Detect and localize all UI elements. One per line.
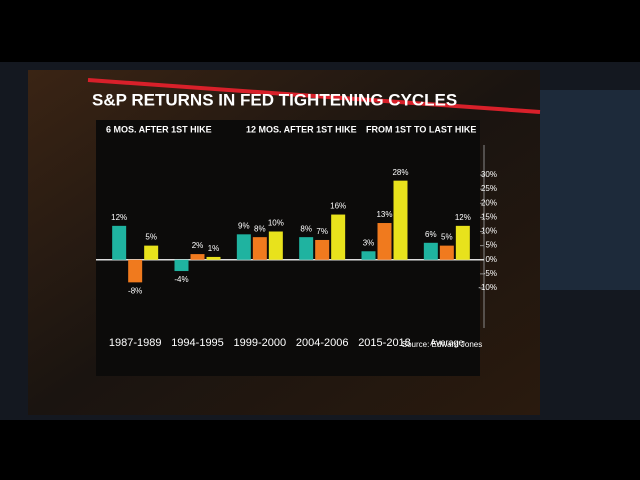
- bar: [206, 256, 221, 260]
- y-tick-label: 25%: [481, 184, 497, 193]
- bar: [361, 251, 376, 260]
- x-tick-label: Average: [430, 337, 463, 347]
- legend-label: FROM 1ST TO LAST HIKE: [366, 124, 476, 134]
- value-label: 3%: [363, 238, 375, 247]
- chart-title: S&P RETURNS IN FED TIGHTENING CYCLES: [92, 90, 457, 109]
- y-tick-label: 20%: [481, 198, 497, 207]
- bar: [236, 234, 251, 260]
- legend-label: 6 MOS. AFTER 1ST HIKE: [106, 124, 212, 134]
- value-label: 8%: [254, 224, 266, 233]
- value-label: 8%: [300, 224, 312, 233]
- bar: [252, 237, 267, 260]
- value-label: 6%: [425, 230, 437, 239]
- y-tick-label: 15%: [481, 212, 497, 221]
- y-tick-label: 0%: [485, 255, 497, 264]
- bar: [174, 259, 189, 272]
- bar: [331, 214, 346, 260]
- title-rule: [87, 78, 541, 114]
- value-label: 13%: [376, 210, 392, 219]
- value-label: 5%: [145, 233, 157, 242]
- bar: [144, 245, 159, 260]
- y-tick-label: 30%: [481, 170, 497, 179]
- bar: [112, 225, 127, 260]
- bar: [455, 225, 470, 260]
- x-tick-label: 2015-2018: [358, 337, 411, 349]
- value-label: 10%: [268, 219, 284, 228]
- source-note: Source: Edward Jones: [402, 340, 483, 349]
- value-label: 1%: [208, 244, 220, 253]
- y-tick-label: 5%: [485, 241, 497, 250]
- bar: [377, 223, 392, 260]
- bar: [299, 237, 314, 260]
- x-tick-label: 2004-2006: [296, 337, 349, 349]
- legend-label: 12 MOS. AFTER 1ST HIKE: [246, 124, 357, 134]
- bar: [128, 259, 143, 283]
- value-label: 7%: [316, 227, 328, 236]
- bar: [393, 180, 408, 260]
- bar: [315, 239, 330, 260]
- y-tick-label: -5%: [483, 269, 497, 278]
- value-label: 12%: [111, 213, 127, 222]
- bar: [439, 245, 454, 260]
- side-wall: [540, 90, 640, 290]
- chart-panel: [96, 120, 480, 376]
- x-tick-label: 1987-1989: [109, 337, 162, 349]
- bar: [190, 254, 205, 260]
- value-label: 28%: [392, 168, 408, 177]
- value-label: -8%: [128, 286, 142, 295]
- x-tick-label: 1994-1995: [171, 337, 224, 349]
- value-label: 16%: [330, 202, 346, 211]
- value-label: 5%: [441, 233, 453, 242]
- x-tick-label: 1999-2000: [234, 337, 287, 349]
- y-tick-label: 10%: [481, 227, 497, 236]
- value-label: 12%: [455, 213, 471, 222]
- value-label: 9%: [238, 221, 250, 230]
- value-label: 2%: [192, 241, 204, 250]
- value-label: -4%: [174, 275, 188, 284]
- bar: [268, 231, 283, 260]
- bar: [423, 242, 438, 260]
- y-tick-label: -10%: [478, 283, 497, 292]
